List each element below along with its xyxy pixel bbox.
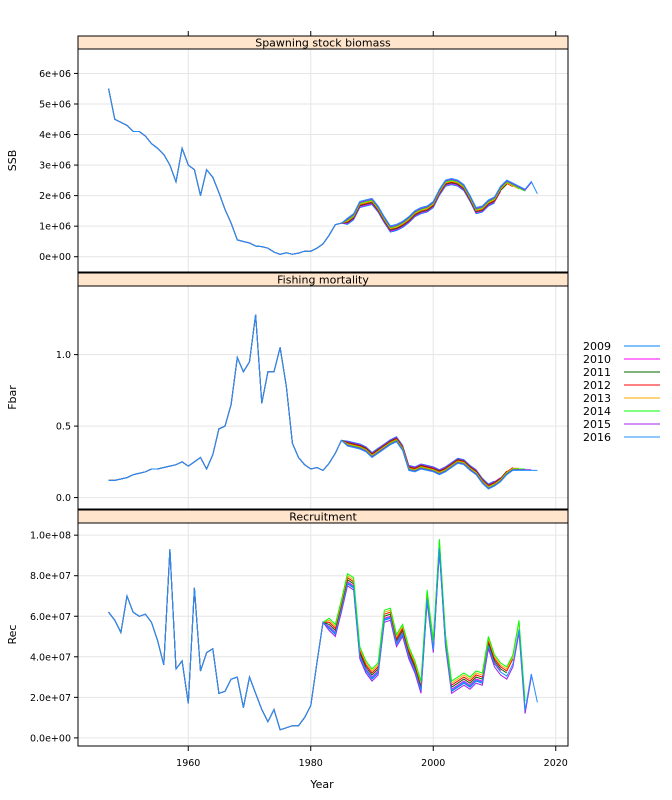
panels-layer: Spawning stock biomass 0e+00 1e+06 2e+06 3e+… xyxy=(6,35,569,747)
panel-2: Recruitment 0.0e+00 2.0e+07 4.0e+07 6.0e+07 8… xyxy=(6,509,569,747)
legend-label: 2014 xyxy=(583,405,611,418)
series-group xyxy=(108,88,538,255)
legend-label: 2011 xyxy=(583,366,611,379)
series-line-2013 xyxy=(108,314,519,488)
series-line-2014 xyxy=(108,88,526,255)
y-axis-label: Fbar xyxy=(6,385,19,410)
series-line-2009 xyxy=(108,549,495,731)
series-line-2016 xyxy=(108,548,538,731)
y-tick-label: 0e+00 xyxy=(39,252,71,263)
y-tick-label: 6e+06 xyxy=(39,69,71,80)
series-line-2010 xyxy=(108,314,501,486)
series-group xyxy=(108,539,538,731)
y-tick-label: 2.0e+07 xyxy=(30,693,71,704)
y-tick-label: 0.0e+00 xyxy=(30,733,71,744)
legend-label: 2009 xyxy=(583,340,611,353)
panel-title: Fishing mortality xyxy=(277,274,369,287)
series-line-2016 xyxy=(108,88,538,255)
x-tick-label: 2020 xyxy=(544,758,568,769)
y-tick-label: 0.5 xyxy=(56,422,71,433)
series-line-2013 xyxy=(108,541,520,731)
panel-0: Spawning stock biomass 0e+00 1e+06 2e+06 3e+… xyxy=(6,35,569,273)
legend-label: 2015 xyxy=(583,418,611,431)
panel-frame xyxy=(77,48,569,273)
panel-1: Fishing mortality 0.0 0.5 1.0 Fbar xyxy=(6,272,569,510)
panel-title: Spawning stock biomass xyxy=(255,37,391,50)
series-line-2011 xyxy=(108,314,508,486)
series-line-2011 xyxy=(108,88,508,255)
x-tick-label: 1960 xyxy=(176,758,200,769)
series-line-2016 xyxy=(108,314,538,490)
legend-label: 2012 xyxy=(583,379,611,392)
x-axis: 1960 1980 2000 2020 xyxy=(176,31,568,769)
panel-frame xyxy=(77,285,569,510)
series-line-2009 xyxy=(108,88,495,255)
series-line-2013 xyxy=(108,88,520,255)
y-tick-label: 5e+06 xyxy=(39,99,71,110)
series-line-2015 xyxy=(108,314,532,489)
y-tick-label: 1e+06 xyxy=(39,222,71,233)
y-tick-label: 0.0 xyxy=(56,493,71,504)
y-axis-label: Rec xyxy=(6,625,19,645)
y-tick-label: 2e+06 xyxy=(39,191,71,202)
y-tick-label: 1.0 xyxy=(56,350,71,361)
y-tick-label: 3e+06 xyxy=(39,161,71,172)
series-group xyxy=(108,314,538,490)
y-axis-label: SSB xyxy=(6,150,19,172)
x-tick-label: 2000 xyxy=(421,758,445,769)
series-line-2009 xyxy=(108,314,495,485)
legend-label: 2010 xyxy=(583,353,611,366)
y-tick-label: 6.0e+07 xyxy=(30,612,71,623)
panel-title: Recruitment xyxy=(289,511,357,524)
y-tick-label: 8.0e+07 xyxy=(30,571,71,582)
y-tick-label: 4e+06 xyxy=(39,130,71,141)
y-tick-label: 4.0e+07 xyxy=(30,652,71,663)
legend-label: 2013 xyxy=(583,392,611,405)
panel-frame xyxy=(77,522,569,747)
x-tick-label: 1980 xyxy=(299,758,323,769)
y-tick-label: 1.0e+08 xyxy=(30,531,71,542)
x-axis-label: Year xyxy=(309,778,334,791)
legend-label: 2016 xyxy=(583,431,611,444)
series-line-2010 xyxy=(108,88,502,255)
